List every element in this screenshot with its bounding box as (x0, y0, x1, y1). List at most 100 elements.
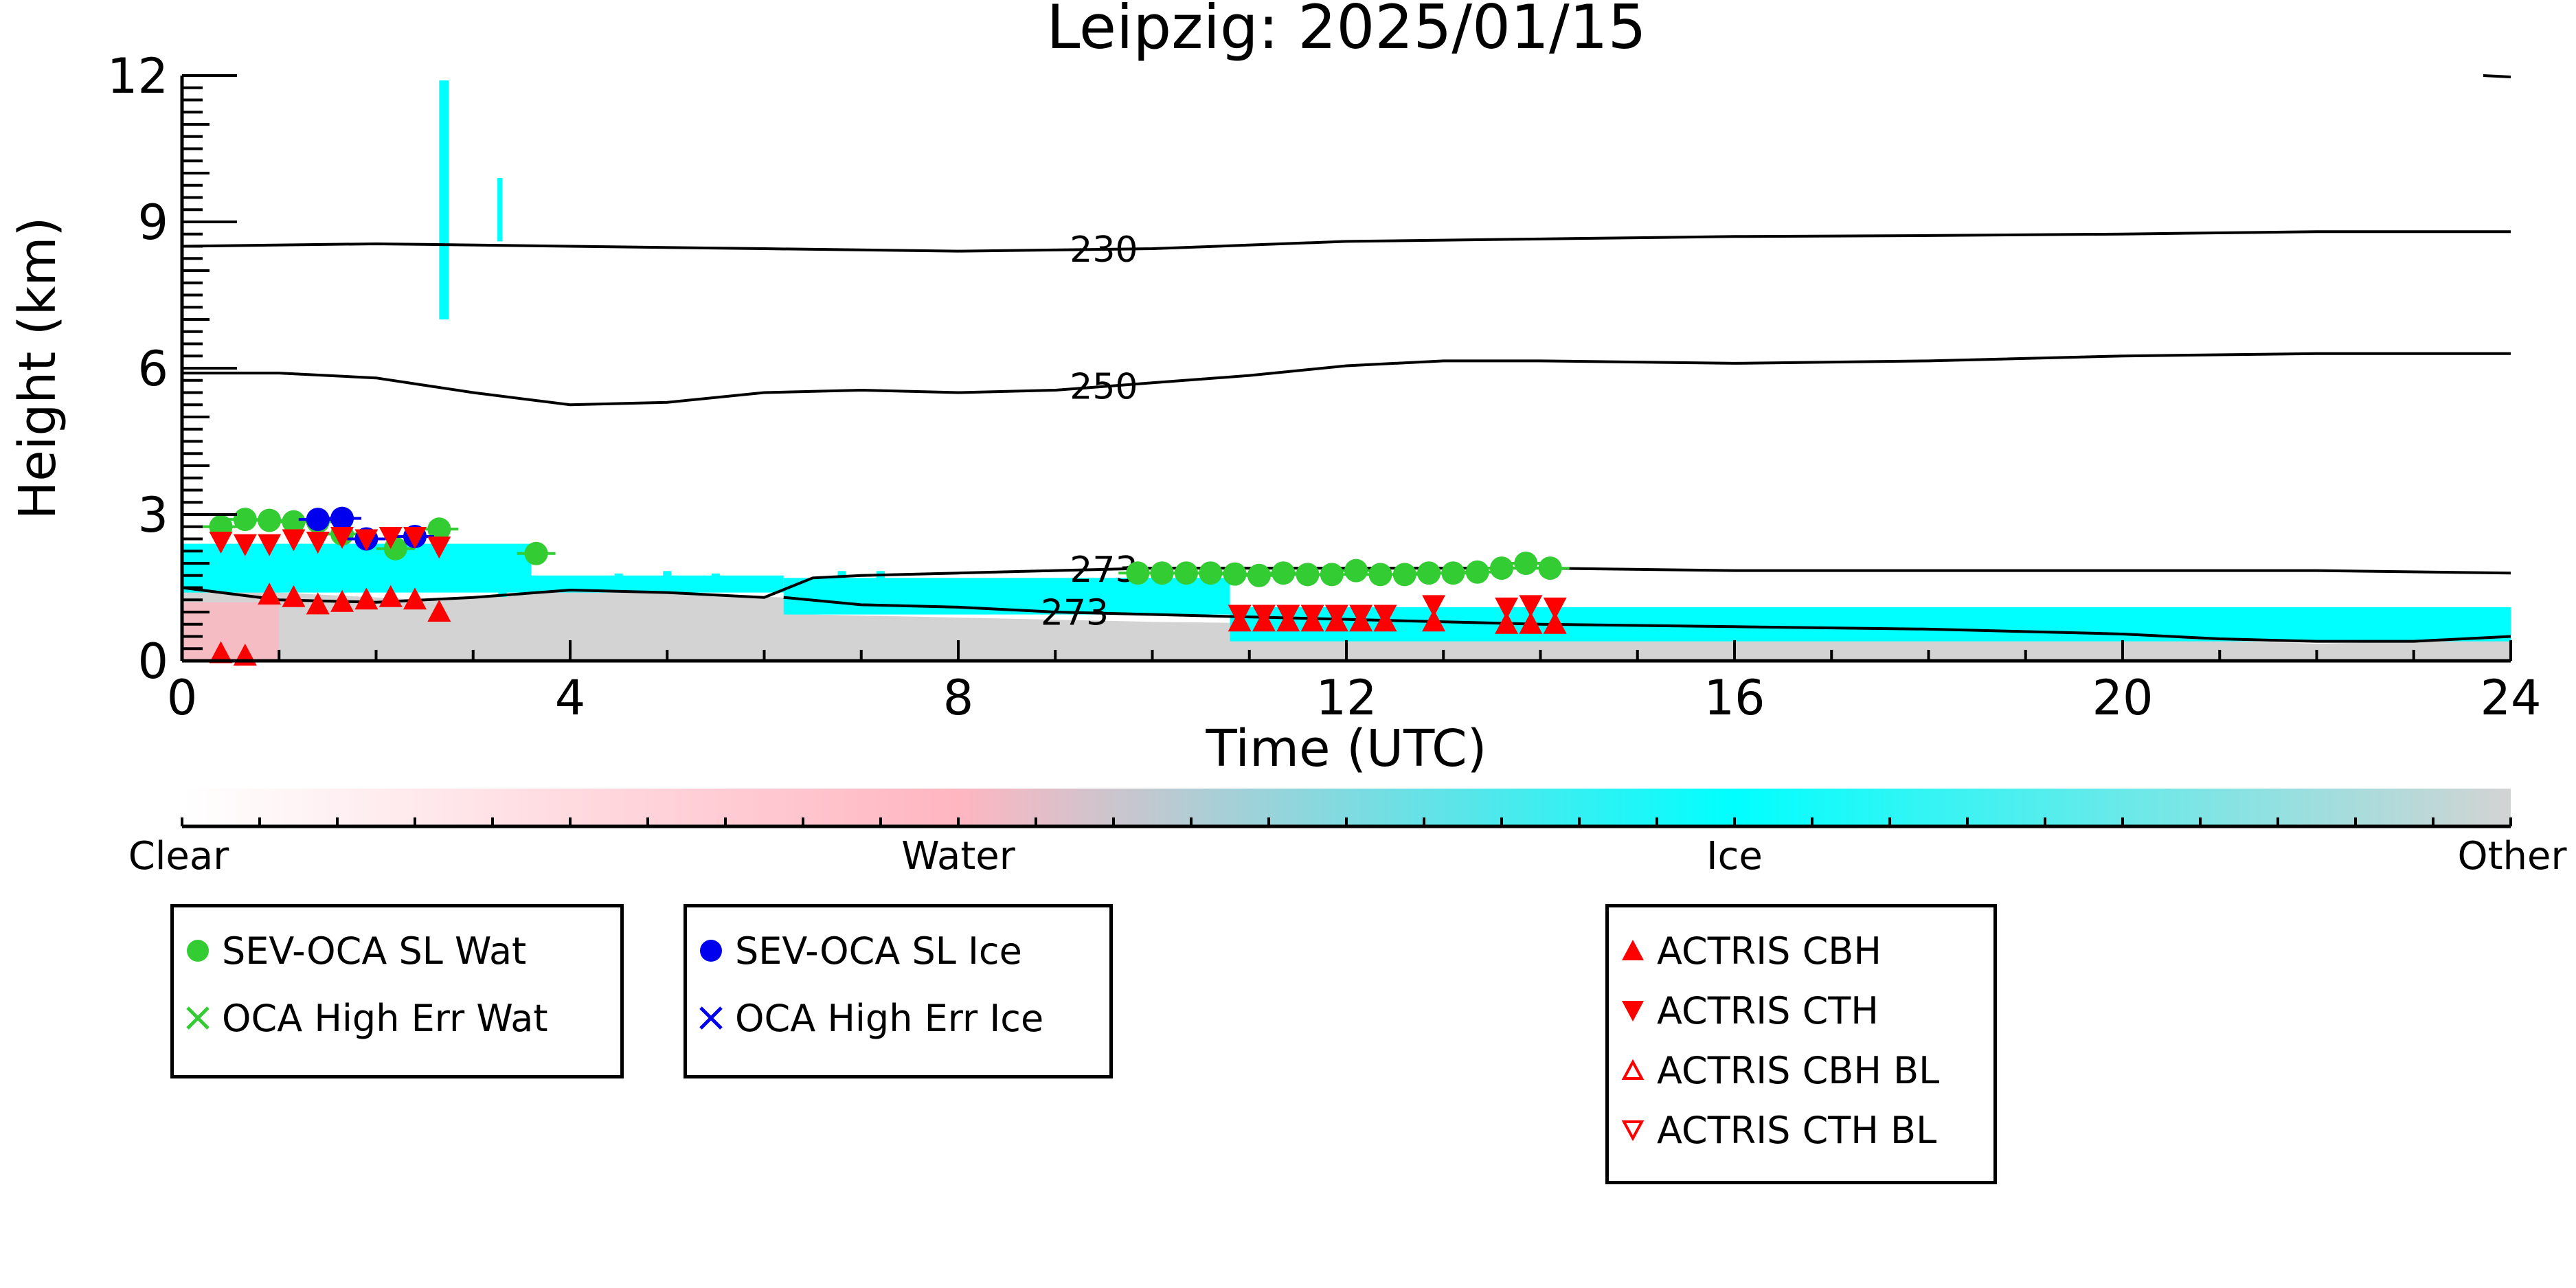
triangle-down-open-icon (1609, 1116, 1657, 1144)
marker-point (1465, 560, 1489, 584)
plot-axes: 0 4 8 12 16 20 24 0 3 6 9 12 (107, 48, 2542, 726)
ice-class-patch (614, 573, 623, 587)
green-circle-icon (174, 937, 222, 964)
legend-item: OCA High Err Ice (687, 994, 1109, 1042)
legend-label: ACTRIS CTH (1657, 988, 1879, 1032)
contour-line (783, 596, 2511, 643)
ice-class-patch (663, 571, 672, 585)
data-markers (201, 506, 1570, 666)
marker-point (1538, 556, 1562, 580)
plot-background (182, 80, 2511, 661)
legend-item: OCA High Err Wat (174, 994, 620, 1042)
marker-point (1272, 561, 1296, 585)
blue-x-icon (687, 1004, 735, 1032)
marker-point (1174, 561, 1198, 585)
x-tick-label: 16 (1704, 670, 1765, 726)
marker-point (282, 585, 306, 607)
marker-point (1373, 605, 1397, 627)
marker-point (1349, 605, 1373, 627)
marker-point (1392, 563, 1416, 587)
marker-point (1514, 552, 1538, 575)
legend-item: ACTRIS CTH (1609, 986, 1993, 1035)
marker-point (1247, 563, 1271, 587)
marker-point (1150, 561, 1174, 585)
marker-point (1422, 595, 1446, 618)
legend-item: SEV-OCA SL Ice (687, 927, 1109, 975)
marker-point (1441, 561, 1465, 585)
marker-point (1422, 609, 1446, 632)
legend-label: ACTRIS CBH BL (1657, 1048, 1940, 1092)
marker-point (1543, 597, 1567, 620)
colorbar-label-clear: Clear (128, 834, 229, 879)
marker-point (1324, 605, 1348, 627)
legend-actris: ACTRIS CBH ACTRIS CTH ACTRIS CBH BL ACTR… (1605, 904, 1997, 1184)
marker-point (1519, 595, 1543, 618)
legend-item: SEV-OCA SL Wat (174, 927, 620, 975)
marker-point (524, 541, 548, 565)
marker-point (1519, 611, 1543, 634)
marker-point (1344, 558, 1368, 583)
marker-point (1252, 605, 1276, 627)
marker-point (1543, 611, 1567, 634)
ice-class-patch (498, 583, 507, 598)
marker-point (282, 529, 306, 552)
triangle-up-open-icon (1609, 1057, 1657, 1084)
legend-sevoca-water: SEV-OCA SL Wat OCA High Err Wat (170, 904, 624, 1078)
marker-point (306, 532, 330, 554)
colorbar-label-ice: Ice (1706, 834, 1763, 879)
legend-label: ACTRIS CTH BL (1657, 1108, 1937, 1152)
x-tick-label: 12 (1315, 670, 1377, 726)
contour-line (182, 567, 2511, 604)
marker-point (306, 592, 330, 615)
chart-title: Leipzig: 2025/01/15 (1046, 0, 1646, 63)
marker-point (330, 526, 354, 549)
y-tick-label: 12 (107, 48, 168, 104)
contour-label: 250 (1070, 367, 1138, 408)
contour-label: 273 (1041, 593, 1109, 634)
y-tick-label: 3 (137, 487, 168, 543)
legend-item: ACTRIS CBH BL (1609, 1046, 1993, 1094)
x-tick-label: 8 (943, 670, 974, 726)
contour-line (182, 230, 2511, 253)
triangle-down-icon (1609, 997, 1657, 1024)
ice-class-area (497, 178, 503, 242)
legend-label: OCA High Err Wat (222, 996, 548, 1040)
colorbar-ticks (181, 817, 2512, 826)
marker-point (209, 641, 233, 664)
legend-label: SEV-OCA SL Wat (222, 929, 527, 973)
ice-class-area (439, 80, 449, 319)
marker-point (379, 585, 403, 607)
marker-point (427, 600, 451, 622)
legend-item: ACTRIS CTH BL (1609, 1106, 1993, 1154)
marker-point (403, 587, 427, 610)
marker-point (1223, 562, 1247, 586)
y-tick-label: 6 (137, 341, 168, 397)
marker-point (1199, 561, 1223, 585)
ice-class-area (1230, 607, 2511, 642)
marker-point (1495, 597, 1519, 620)
ice-class-patch (711, 573, 720, 587)
marker-point (1300, 605, 1324, 627)
contour-label: 230 (1070, 229, 1138, 271)
marker-point (282, 510, 306, 534)
green-x-icon (174, 1004, 222, 1032)
x-axis-label: Time (UTC) (1205, 719, 1487, 778)
legend-label: ACTRIS CBH (1657, 929, 1882, 973)
colorbar-label-other: Other (2457, 834, 2567, 879)
legend-item: ACTRIS CBH (1609, 927, 1993, 975)
x-tick-label: 20 (2092, 670, 2153, 726)
x-tick-label: 0 (167, 670, 198, 726)
marker-point (1490, 556, 1513, 580)
marker-point (1320, 563, 1344, 587)
blue-circle-icon (687, 937, 735, 964)
marker-point (1368, 563, 1392, 587)
legend-label: SEV-OCA SL Ice (735, 929, 1022, 973)
marker-point (1296, 563, 1320, 587)
legend-sevoca-ice: SEV-OCA SL Ice OCA High Err Ice (683, 904, 1113, 1078)
marker-point (233, 508, 257, 532)
y-axis-label: Height (km) (8, 217, 67, 520)
ice-class-patch (837, 571, 846, 585)
contour-line (182, 352, 2511, 407)
